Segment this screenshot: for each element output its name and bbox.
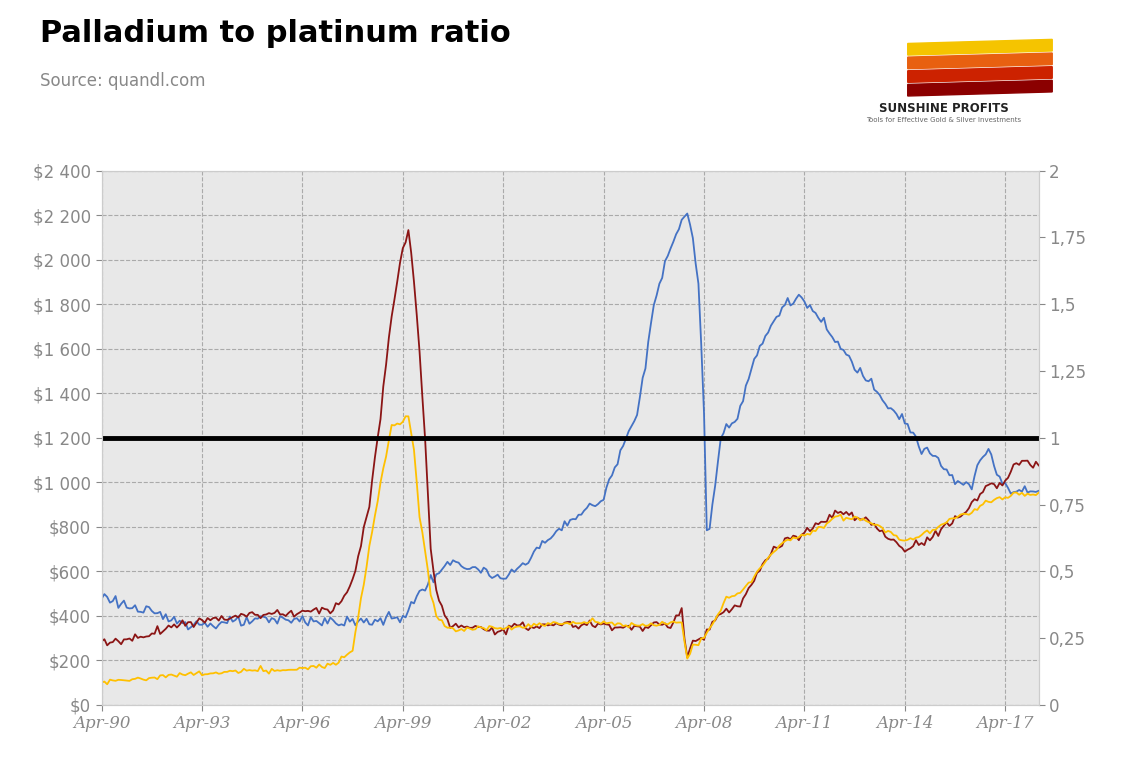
Text: Tools for Effective Gold & Silver Investments: Tools for Effective Gold & Silver Invest… — [866, 117, 1022, 124]
Text: Palladium to platinum ratio: Palladium to platinum ratio — [40, 19, 510, 48]
Polygon shape — [908, 80, 1052, 96]
Polygon shape — [908, 39, 1052, 55]
Polygon shape — [908, 67, 1052, 83]
Polygon shape — [908, 53, 1052, 69]
Text: SUNSHINE PROFITS: SUNSHINE PROFITS — [879, 102, 1008, 115]
Text: Source: quandl.com: Source: quandl.com — [40, 72, 205, 90]
